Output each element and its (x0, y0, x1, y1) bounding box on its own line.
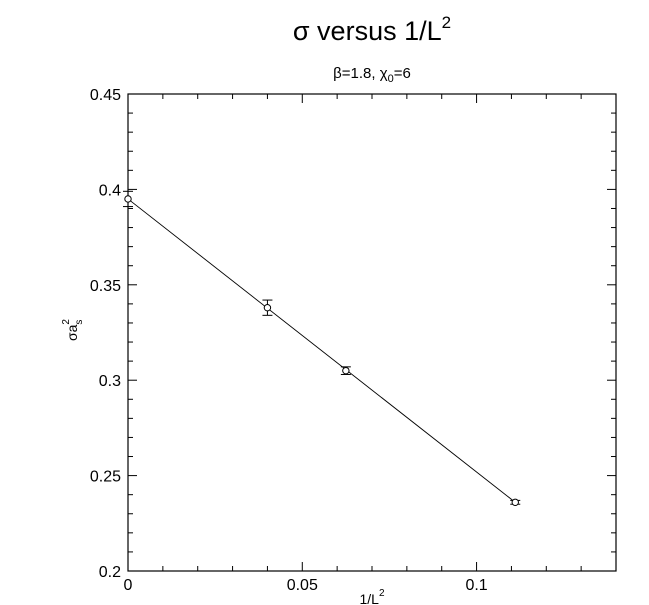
data-point (342, 366, 350, 375)
data-point (511, 498, 519, 507)
x-axis: 0 0.05 0.1 (124, 94, 582, 594)
x-axis-label: 1/L2 (359, 588, 384, 605)
chart-subtitle: β=1.8, χ0=6 (333, 65, 411, 85)
y-tick-label: 0.3 (99, 373, 121, 390)
fit-line-group (127, 198, 516, 503)
x-tick-label: 0.05 (287, 577, 318, 594)
y-tick-label: 0.35 (90, 278, 121, 295)
plot-frame (127, 93, 617, 572)
y-tick-label: 0.45 (90, 87, 121, 104)
x-tick-label: 0 (124, 577, 133, 594)
fit-line (127, 198, 516, 503)
y-tick-label: 0.25 (90, 469, 121, 486)
y-tick-label: 0.4 (99, 182, 121, 199)
data-point (263, 303, 272, 312)
y-axis: 0.2 0.25 0.3 0.35 0.4 0.45 (90, 87, 616, 581)
chart-title: σ versus 1/L2 (293, 13, 451, 46)
y-tick-label: 0.2 (99, 564, 121, 581)
data-point (124, 195, 132, 203)
data-points (123, 190, 521, 507)
y-axis-label: σas2 (61, 319, 85, 341)
x-tick-label: 0.1 (465, 577, 487, 594)
